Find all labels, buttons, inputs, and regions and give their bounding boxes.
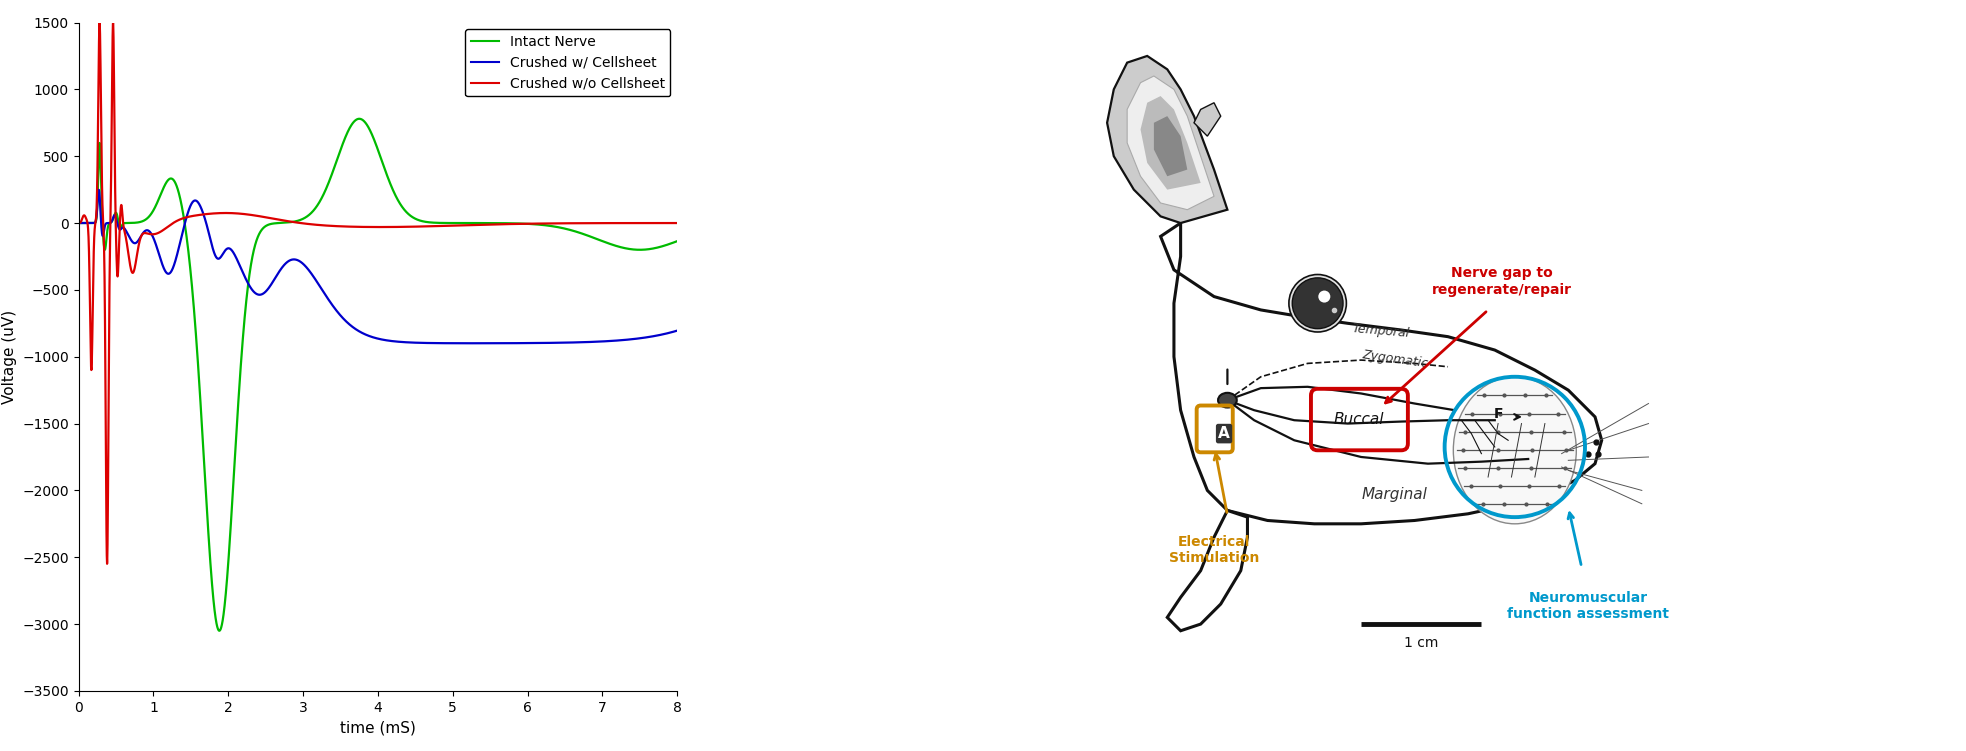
- Circle shape: [1290, 275, 1347, 332]
- Ellipse shape: [1453, 377, 1577, 524]
- Crushed w/ Cellsheet: [318, 297, 342, 306]
- Intact Nerve: [647, 243, 670, 252]
- Crushed w/ Cellsheet: [617, 335, 641, 344]
- Crushed w/o Cellsheet: [647, 219, 670, 228]
- Polygon shape: [1168, 511, 1248, 631]
- Polygon shape: [1193, 103, 1221, 136]
- Legend: Intact Nerve, Crushed w/ Cellsheet, Crushed w/o Cellsheet: Intact Nerve, Crushed w/ Cellsheet, Crus…: [466, 29, 670, 96]
- Intact Nerve: [501, 219, 525, 228]
- Text: Electrical
Stimulation: Electrical Stimulation: [1170, 535, 1260, 566]
- Intact Nerve: [352, 116, 376, 125]
- Crushed w/ Cellsheet: [462, 339, 486, 348]
- Intact Nerve: [318, 174, 342, 183]
- Polygon shape: [1154, 116, 1187, 176]
- Text: A: A: [1219, 426, 1231, 441]
- Crushed w/ Cellsheet: [87, 185, 110, 195]
- Crushed w/ Cellsheet: [501, 339, 525, 348]
- Line: Crushed w/o Cellsheet: Crushed w/o Cellsheet: [79, 23, 676, 564]
- Text: Temporal: Temporal: [1353, 322, 1410, 340]
- Crushed w/o Cellsheet: [617, 219, 641, 228]
- Polygon shape: [1107, 56, 1227, 223]
- Polygon shape: [1160, 223, 1602, 524]
- Line: Crushed w/ Cellsheet: Crushed w/ Cellsheet: [79, 190, 676, 343]
- Crushed w/o Cellsheet: [318, 222, 342, 231]
- Crushed w/ Cellsheet: [67, 219, 90, 228]
- Text: Nerve gap to
regenerate/repair: Nerve gap to regenerate/repair: [1431, 267, 1571, 297]
- Crushed w/o Cellsheet: [501, 219, 525, 228]
- Crushed w/o Cellsheet: [94, 559, 118, 569]
- Crushed w/ Cellsheet: [352, 329, 376, 338]
- Text: 1 cm: 1 cm: [1404, 636, 1439, 650]
- Intact Nerve: [348, 114, 372, 123]
- Intact Nerve: [67, 219, 90, 228]
- Crushed w/o Cellsheet: [67, 219, 90, 228]
- Crushed w/o Cellsheet: [88, 18, 112, 27]
- Crushed w/o Cellsheet: [324, 222, 348, 231]
- Polygon shape: [1127, 76, 1215, 210]
- Text: Zygomatic: Zygomatic: [1360, 348, 1429, 370]
- Intact Nerve: [665, 237, 688, 246]
- Text: Marginal: Marginal: [1362, 487, 1427, 502]
- Text: F: F: [1494, 406, 1502, 421]
- Circle shape: [1319, 291, 1331, 303]
- Intact Nerve: [322, 161, 346, 170]
- Crushed w/ Cellsheet: [647, 330, 670, 339]
- Text: Neuromuscular
function assessment: Neuromuscular function assessment: [1508, 590, 1669, 621]
- Crushed w/o Cellsheet: [352, 222, 376, 231]
- Circle shape: [1292, 278, 1343, 329]
- Crushed w/ Cellsheet: [665, 326, 688, 335]
- Intact Nerve: [617, 245, 641, 254]
- Polygon shape: [1140, 96, 1201, 189]
- Crushed w/ Cellsheet: [322, 304, 346, 313]
- Line: Intact Nerve: Intact Nerve: [79, 119, 676, 631]
- Crushed w/o Cellsheet: [665, 219, 688, 228]
- Intact Nerve: [208, 626, 232, 635]
- Y-axis label: Voltage (uV): Voltage (uV): [2, 309, 16, 404]
- Ellipse shape: [1219, 393, 1237, 408]
- Text: Buccal: Buccal: [1333, 412, 1384, 427]
- X-axis label: time (mS): time (mS): [340, 720, 417, 735]
